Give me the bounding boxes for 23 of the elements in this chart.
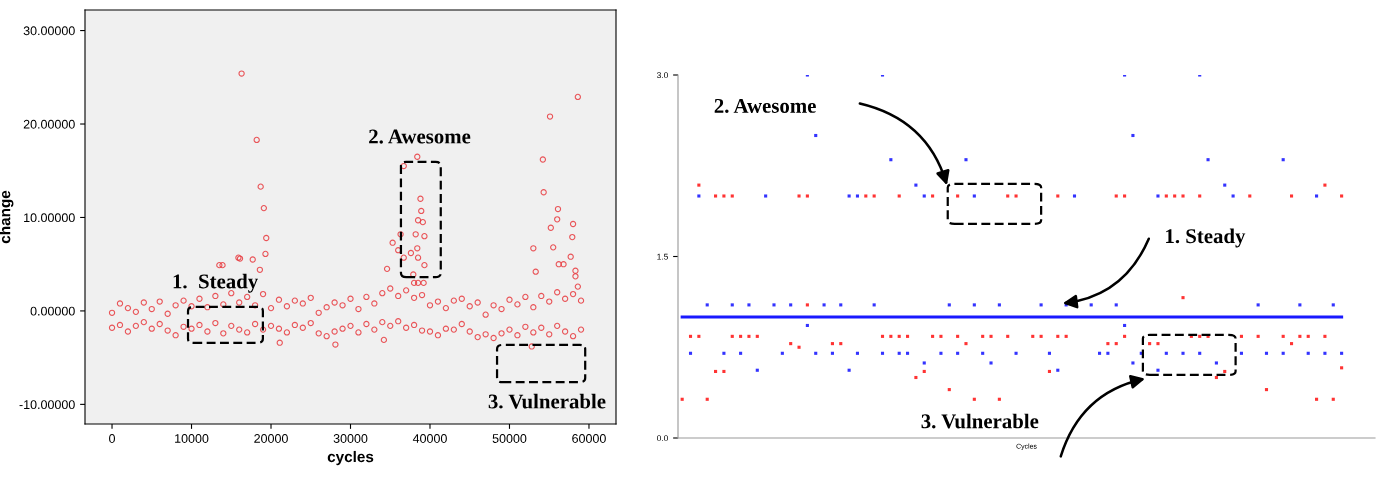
x-tick-label: 0 [109, 434, 116, 443]
y-tick-label: 30.00000 [23, 26, 75, 36]
annotation: 3. Vulnerable [488, 393, 606, 409]
y-tick-label: 10.00000 [24, 213, 75, 223]
annotation: 2. Awesome [369, 129, 471, 144]
x-tick-label: 60000 [572, 434, 606, 443]
x-tick-label: 30000 [333, 434, 368, 443]
x-tick-label: 20000 [254, 434, 288, 443]
annotation: 2. Awesome [714, 98, 816, 113]
y-tick-label: -10.00000 [19, 400, 75, 410]
y-axis-title: change [0, 190, 14, 244]
annotation: 1. Steady [1166, 228, 1246, 248]
x-tick-label: 40000 [412, 434, 447, 443]
x-axis-title: cycles [327, 450, 374, 466]
y-tick-label: 0.00000 [30, 306, 75, 316]
annotation: 1. Steady [173, 273, 259, 293]
y-tick-label: 3.0 [657, 72, 668, 79]
y-tick-label: 20.00000 [23, 119, 75, 129]
annotation: 3. Vulnerable [921, 413, 1039, 429]
x-tick-label: 50000 [492, 434, 527, 443]
x-tick-label: 10000 [175, 434, 209, 443]
y-tick-label: 1.5 [657, 253, 668, 260]
y-tick-label: 0.0 [657, 435, 668, 442]
